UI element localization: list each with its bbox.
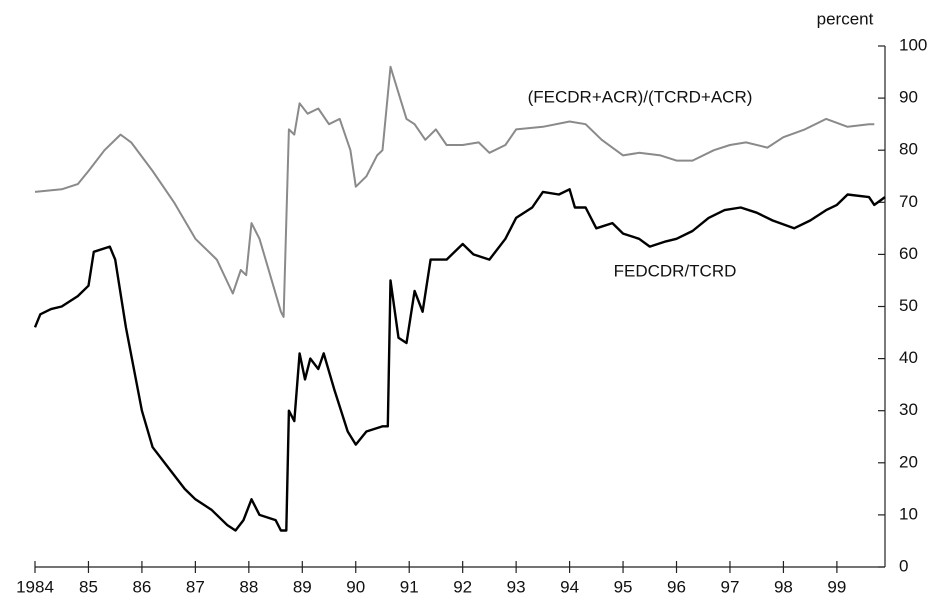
x-tick-label: 98 [774, 577, 793, 596]
x-tick-label: 92 [453, 577, 472, 596]
x-tick-label: 97 [721, 577, 740, 596]
x-tick-label: 89 [293, 577, 312, 596]
data-line [34, 65, 875, 318]
x-tick-label: 99 [827, 577, 846, 596]
y-tick-label: 80 [899, 140, 918, 159]
x-tick-label: 95 [614, 577, 633, 596]
x-tick-label: 91 [400, 577, 419, 596]
series-label: FEDCDR/TCRD [614, 261, 737, 280]
y-axis-label: percent [817, 9, 874, 28]
x-tick-label: 88 [239, 577, 258, 596]
x-tick-label: 86 [132, 577, 151, 596]
y-tick-label: 100 [899, 35, 927, 54]
x-tick-label: 94 [560, 577, 579, 596]
y-tick-label: 40 [899, 348, 918, 367]
y-tick-label: 70 [899, 192, 918, 211]
y-tick-label: 0 [899, 556, 908, 575]
y-tick-label: 30 [899, 400, 918, 419]
data-line [33, 188, 886, 532]
y-tick-label: 60 [899, 244, 918, 263]
x-tick-label: 85 [79, 577, 98, 596]
x-tick-label: 90 [346, 577, 365, 596]
x-tick-label: 1984 [16, 577, 54, 596]
y-tick-label: 90 [899, 88, 918, 107]
y-tick-label: 20 [899, 452, 918, 471]
x-tick-label: 93 [507, 577, 526, 596]
series-label: (FECDR+ACR)/(TCRD+ACR) [528, 87, 753, 106]
x-tick-label: 87 [186, 577, 205, 596]
y-tick-label: 50 [899, 296, 918, 315]
x-tick-label: 96 [667, 577, 686, 596]
y-tick-label: 10 [899, 504, 918, 523]
